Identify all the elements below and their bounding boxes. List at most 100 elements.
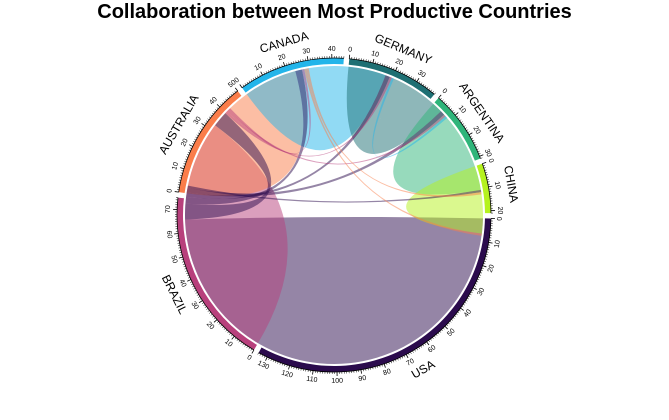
tick-mark xyxy=(261,354,264,357)
tick-mark xyxy=(475,146,478,148)
tick-label: 0 xyxy=(166,188,174,193)
tick-mark xyxy=(279,362,281,365)
tick-mark xyxy=(381,63,383,66)
tick-label: 30 xyxy=(302,48,311,56)
tick-mark xyxy=(470,135,473,138)
tick-mark xyxy=(216,107,219,110)
tick-mark xyxy=(468,132,473,136)
tick-label: 10 xyxy=(457,104,467,115)
tick-mark xyxy=(450,108,453,110)
tick-mark xyxy=(454,112,459,116)
sector-arc-argentina xyxy=(434,97,481,161)
tick-mark xyxy=(180,174,183,176)
tick-mark xyxy=(283,62,286,67)
tick-mark xyxy=(451,109,454,112)
link-argentina-argentina xyxy=(393,103,481,195)
tick-mark xyxy=(207,310,210,312)
tick-mark xyxy=(255,76,257,79)
tick-mark xyxy=(242,84,245,87)
tick-label: 30 xyxy=(483,148,492,158)
tick-mark xyxy=(485,172,488,174)
tick-mark xyxy=(488,242,493,244)
tick-mark xyxy=(469,293,472,296)
sector-arc-germany xyxy=(348,58,435,99)
tick-label: 40 xyxy=(328,46,336,53)
tick-mark xyxy=(208,116,211,119)
tick-mark xyxy=(441,329,443,332)
tick-mark xyxy=(186,154,189,156)
tick-mark xyxy=(483,263,486,265)
tick-label: 20 xyxy=(471,125,481,135)
tick-mark xyxy=(259,74,261,77)
tick-mark xyxy=(213,110,216,113)
tick-mark xyxy=(455,313,458,316)
tick-mark xyxy=(472,139,475,142)
tick-mark xyxy=(412,77,414,80)
tick-mark xyxy=(372,58,375,63)
tick-label: 20 xyxy=(205,321,215,332)
tick-mark xyxy=(412,350,414,353)
tick-mark xyxy=(250,348,253,351)
tick-mark xyxy=(244,344,247,347)
tick-mark xyxy=(265,356,268,361)
tick-mark xyxy=(484,169,487,171)
tick-label: 70 xyxy=(165,205,172,213)
tick-mark xyxy=(451,319,454,321)
tick-mark xyxy=(229,332,231,335)
tick-mark xyxy=(225,329,228,332)
tick-mark xyxy=(483,165,486,167)
tick-mark xyxy=(272,359,275,362)
tick-mark xyxy=(204,306,207,308)
tick-mark xyxy=(187,151,190,154)
tick-mark xyxy=(198,300,203,304)
tick-mark xyxy=(485,174,488,176)
tick-label: 10 xyxy=(254,63,264,73)
tick-mark xyxy=(183,265,186,268)
tick-mark xyxy=(464,127,467,129)
tick-mark xyxy=(312,370,314,375)
tick-mark xyxy=(228,95,231,98)
tick-mark xyxy=(360,369,362,374)
tick-mark xyxy=(470,291,473,294)
tick-mark xyxy=(463,125,466,127)
tick-mark xyxy=(216,104,221,108)
tick-label: 20 xyxy=(180,138,190,148)
tick-mark xyxy=(445,102,448,105)
tick-mark xyxy=(210,114,213,117)
tick-mark xyxy=(480,272,483,274)
tick-mark xyxy=(188,149,191,152)
tick-mark xyxy=(270,358,272,361)
tick-label: 10 xyxy=(171,161,180,171)
tick-mark xyxy=(444,325,448,330)
tick-mark xyxy=(279,65,281,68)
tick-mark xyxy=(182,263,185,265)
tick-mark xyxy=(480,269,483,272)
tick-mark xyxy=(399,357,401,360)
tick-mark xyxy=(221,102,224,104)
chart-title: Collaboration between Most Productive Co… xyxy=(97,1,572,23)
tick-mark xyxy=(388,362,390,365)
tick-label: 50 xyxy=(446,328,457,339)
link-china-china xyxy=(406,166,483,234)
tick-mark xyxy=(276,66,279,69)
tick-mark xyxy=(210,313,213,316)
tick-mark xyxy=(174,191,179,193)
tick-mark xyxy=(206,308,209,310)
tick-label: 40 xyxy=(178,278,188,288)
tick-mark xyxy=(195,136,198,139)
tick-mark xyxy=(471,137,474,140)
tick-mark xyxy=(194,138,197,141)
tick-mark xyxy=(257,75,259,78)
tick-mark xyxy=(392,360,395,363)
tick-mark xyxy=(479,154,484,157)
tick-mark xyxy=(221,326,224,329)
tick-mark xyxy=(195,292,198,294)
tick-mark xyxy=(288,365,291,370)
tick-mark xyxy=(251,349,255,354)
tick-mark xyxy=(257,352,259,355)
tick-mark xyxy=(196,294,199,296)
tick-mark xyxy=(207,118,210,121)
tick-mark xyxy=(252,77,255,80)
tick-label: 130 xyxy=(256,360,270,371)
tick-mark xyxy=(201,302,204,304)
